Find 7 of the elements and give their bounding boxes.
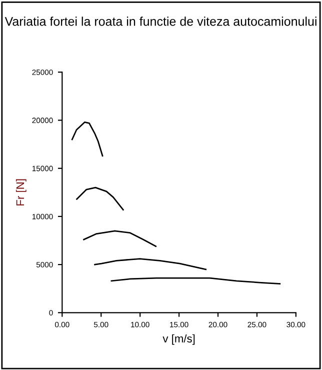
line-series (94, 258, 207, 270)
line-series (76, 186, 124, 210)
line-series (71, 121, 104, 157)
x-axis-title: v [m/s] (162, 334, 195, 345)
chart-title: Variatia fortei la roata in functie de viteza autocamionului (4, 16, 316, 26)
line-series (83, 230, 157, 247)
y-axis-title: Fr [N] (16, 179, 26, 206)
